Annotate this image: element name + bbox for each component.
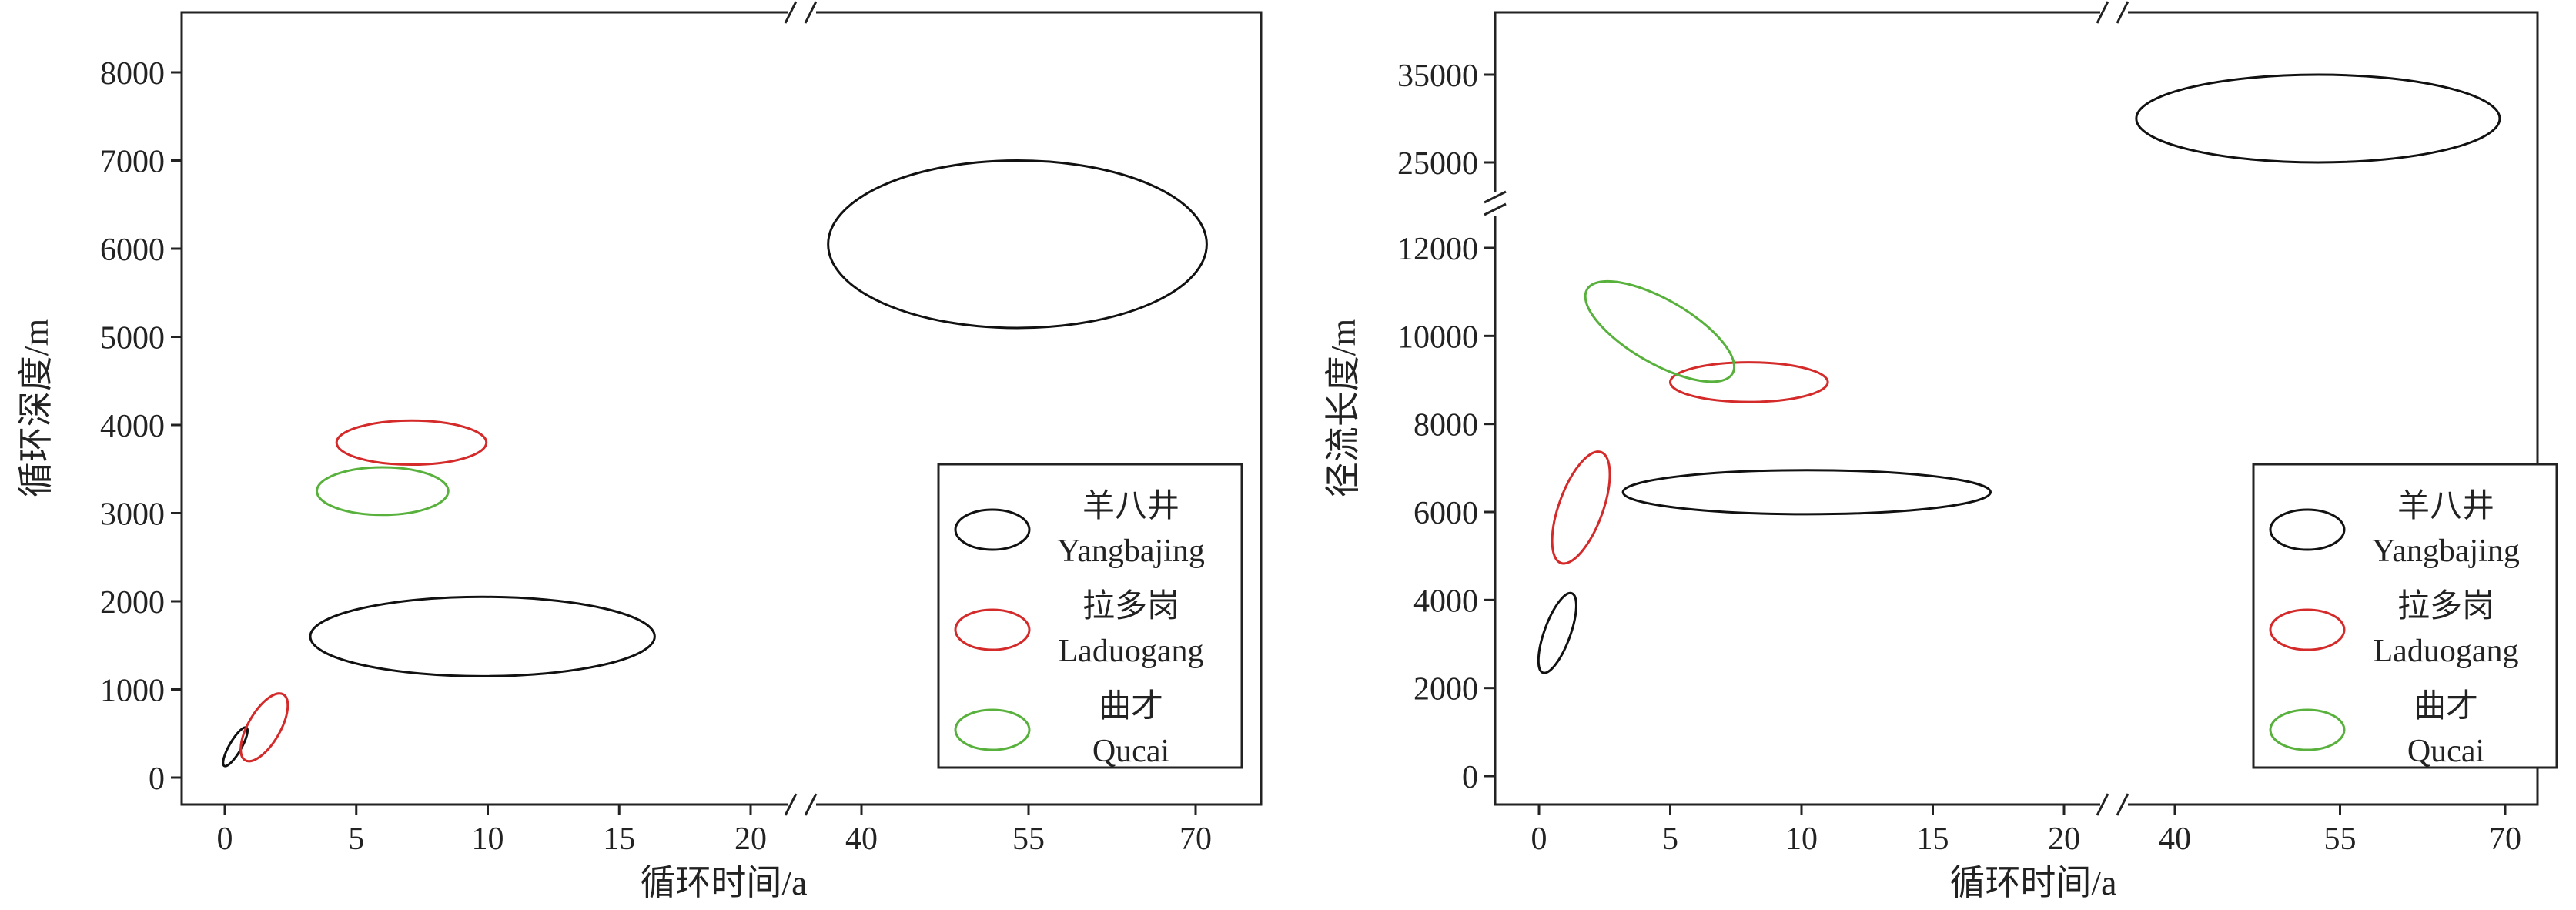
x-axis-break-mark [784, 1, 798, 24]
x-tick-label: 20 [2048, 821, 2080, 857]
chart-panel-2: 0 5 10 15 20 40 55 70 0 2000 4000 6000 8000 10000 1200… [1323, 1, 2558, 902]
y-tick-label: 10000 [1397, 320, 1478, 355]
y-tick-label: 7000 [100, 145, 165, 180]
legend-label-cn: 羊八井 [2397, 489, 2494, 524]
data-ellipse [222, 726, 249, 768]
y-tick-label: 8000 [100, 56, 165, 92]
legend-swatch [2269, 608, 2346, 651]
y-axis-break-mark [1484, 202, 1507, 216]
legend: 羊八井 Yangbajing 拉多岗 Laduogang 曲才 Qucai [937, 463, 1243, 769]
legend-label-en: Qucai [1092, 734, 1169, 769]
y-tick-label: 1000 [100, 674, 165, 709]
x-axis-break-mark [2096, 1, 2109, 24]
y-tick-label: 25000 [1397, 146, 1478, 182]
x-axis-break-mark [2096, 793, 2109, 816]
y-tick-label: 6000 [1413, 496, 1478, 531]
x-tick-label: 0 [217, 821, 233, 857]
legend-swatch [2269, 708, 2346, 751]
x-axis-title: 循环时间/a [640, 863, 807, 902]
legend-label-cn: 曲才 [1099, 689, 1163, 724]
data-ellipse [1551, 450, 1611, 565]
y-tick-label: 35000 [1397, 59, 1478, 94]
series-3 [1584, 279, 1736, 383]
y-tick-label: 3000 [100, 497, 165, 533]
y-axis-title: 径流长度/m [1323, 319, 1363, 498]
y-tick-label: 2000 [1413, 672, 1478, 708]
legend-label-cn: 羊八井 [1082, 489, 1179, 524]
x-axis-break-mark [804, 1, 818, 24]
y-tick-label: 0 [149, 761, 165, 797]
x-tick-label: 5 [348, 821, 364, 857]
series-1 [1537, 73, 2501, 674]
y-tick-label: 8000 [1413, 408, 1478, 443]
y-tick-label: 2000 [100, 585, 165, 621]
legend-swatch [2269, 508, 2346, 551]
x-axis-title: 循环时间/a [1949, 863, 2116, 902]
legend-label-cn: 曲才 [2414, 689, 2478, 724]
y-tick-label: 5000 [100, 321, 165, 356]
legend: 羊八井 Yangbajing 拉多岗 Laduogang 曲才 Qucai [2252, 463, 2558, 769]
x-axis-break-mark [2116, 1, 2129, 24]
data-ellipse [2135, 73, 2501, 164]
legend-label-en: Qucai [2407, 734, 2484, 769]
x-tick-label: 55 [2324, 821, 2357, 857]
legend-swatch [954, 608, 1031, 651]
series-2 [239, 419, 488, 763]
y-axis-title: 循环深度/m [16, 319, 55, 498]
x-axis-break-mark [804, 793, 818, 816]
x-axis-break-mark [784, 793, 798, 816]
plot-frame [180, 11, 1263, 806]
x-tick-label: 70 [2489, 821, 2521, 857]
x-tick-label: 10 [1785, 821, 1818, 857]
data-ellipse [827, 159, 1208, 330]
legend-swatch [954, 508, 1031, 551]
y-tick-label: 12000 [1397, 232, 1478, 267]
data-ellipse [1669, 361, 1829, 403]
legend-label-en: Laduogang [2374, 634, 2519, 669]
x-tick-label: 70 [1179, 821, 1212, 857]
x-tick-label: 0 [1531, 821, 1547, 857]
data-ellipse [1621, 469, 1992, 516]
legend-label-cn: 拉多岗 [1082, 588, 1179, 624]
x-tick-label: 55 [1012, 821, 1045, 857]
chart-panel-1: 0 5 10 15 20 40 55 70 0 1000 2000 3000 4000 5000 6000 7… [16, 1, 1263, 902]
x-tick-label: 20 [734, 821, 767, 857]
legend-label-cn: 拉多岗 [2397, 588, 2494, 624]
data-ellipse [316, 466, 450, 517]
x-axis-break-mark [2116, 793, 2129, 816]
plot-frame [1494, 11, 2539, 806]
legend-box [937, 463, 1243, 769]
x-tick-label: 15 [603, 821, 635, 857]
x-tick-label: 5 [1662, 821, 1678, 857]
data-ellipse [1584, 279, 1736, 383]
x-tick-label: 10 [472, 821, 504, 857]
legend-box [2252, 463, 2558, 769]
legend-label-en: Yangbajing [1057, 534, 1205, 569]
legend-swatch [954, 708, 1031, 751]
data-ellipse [239, 692, 289, 763]
series-3 [316, 466, 450, 517]
x-tick-label: 40 [2159, 821, 2191, 857]
x-tick-label: 15 [1917, 821, 1949, 857]
y-tick-label: 4000 [100, 409, 165, 444]
x-tick-label: 40 [845, 821, 878, 857]
y-tick-label: 6000 [100, 233, 165, 268]
y-tick-label: 4000 [1413, 584, 1478, 619]
data-ellipse [1537, 591, 1577, 674]
data-ellipse [309, 595, 656, 677]
y-tick-label: 0 [1462, 760, 1478, 795]
series-2 [1551, 361, 1829, 565]
data-ellipse [335, 419, 488, 467]
legend-label-en: Yangbajing [2372, 534, 2520, 569]
legend-label-en: Laduogang [1059, 634, 1204, 669]
y-axis-break-mark [1484, 190, 1507, 204]
